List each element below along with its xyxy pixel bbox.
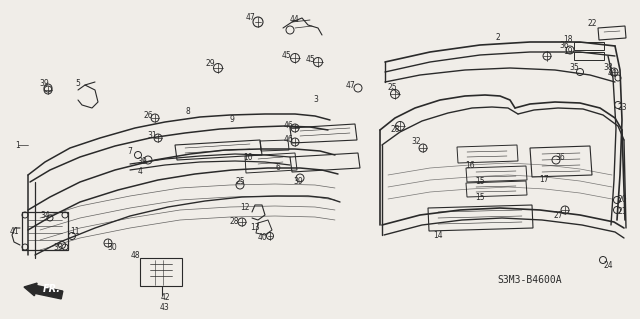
Text: 2: 2 [495,33,500,42]
Text: 42: 42 [160,293,170,302]
Text: 36: 36 [555,153,565,162]
Text: 15: 15 [475,177,485,187]
Bar [574,52,604,60]
Text: 40: 40 [257,234,267,242]
Text: 24: 24 [603,262,613,271]
Text: 39: 39 [293,177,303,187]
Text: 35: 35 [569,63,579,72]
Text: 28: 28 [229,218,239,226]
Text: 41: 41 [9,227,19,236]
Text: 45: 45 [282,51,292,61]
Text: 20: 20 [617,196,627,204]
Text: 46: 46 [283,136,293,145]
Text: 4: 4 [138,167,143,176]
Text: 34: 34 [40,211,50,220]
Text: FR.: FR. [43,284,61,294]
Text: 22: 22 [588,19,596,28]
Text: 14: 14 [433,231,443,240]
Text: S3M3-B4600A: S3M3-B4600A [498,275,563,285]
Text: 25: 25 [235,177,245,187]
Text: 16: 16 [465,160,475,169]
Text: 10: 10 [243,153,253,162]
Text: 13: 13 [250,224,260,233]
Text: 39: 39 [39,79,49,88]
Text: 30: 30 [107,243,117,253]
Text: 27: 27 [553,211,563,219]
Text: 29: 29 [205,60,215,69]
Bar [140,258,182,286]
Text: 45: 45 [305,56,315,64]
Text: 47: 47 [245,13,255,23]
Text: 40: 40 [607,70,617,78]
Text: 5: 5 [76,79,81,88]
Text: 9: 9 [230,115,234,124]
Text: 32: 32 [411,137,421,146]
FancyArrow shape [24,283,63,299]
Text: 17: 17 [539,175,549,184]
Text: 3: 3 [314,95,319,105]
Text: 26: 26 [143,110,153,120]
Text: 18: 18 [563,35,573,44]
Text: 1: 1 [15,140,20,150]
Text: 12: 12 [240,204,250,212]
Text: 28: 28 [390,125,400,135]
Text: 15: 15 [475,194,485,203]
Text: 46: 46 [283,122,293,130]
Text: 44: 44 [290,16,300,25]
Text: 48: 48 [130,251,140,261]
Text: 11: 11 [70,227,80,236]
Text: 43: 43 [160,303,170,313]
Text: 31: 31 [147,130,157,139]
Text: 6: 6 [276,164,280,173]
Text: 36: 36 [559,41,569,50]
Text: 39: 39 [137,158,147,167]
Text: 19: 19 [563,48,573,56]
Text: 47: 47 [345,81,355,91]
Text: 21: 21 [617,207,627,217]
Text: 8: 8 [186,108,190,116]
Text: 38: 38 [603,63,613,72]
Text: 33: 33 [53,243,63,253]
Text: 23: 23 [617,103,627,113]
Text: 25: 25 [387,84,397,93]
Bar [22,212,68,250]
Text: 7: 7 [127,147,132,157]
Bar [574,42,604,50]
